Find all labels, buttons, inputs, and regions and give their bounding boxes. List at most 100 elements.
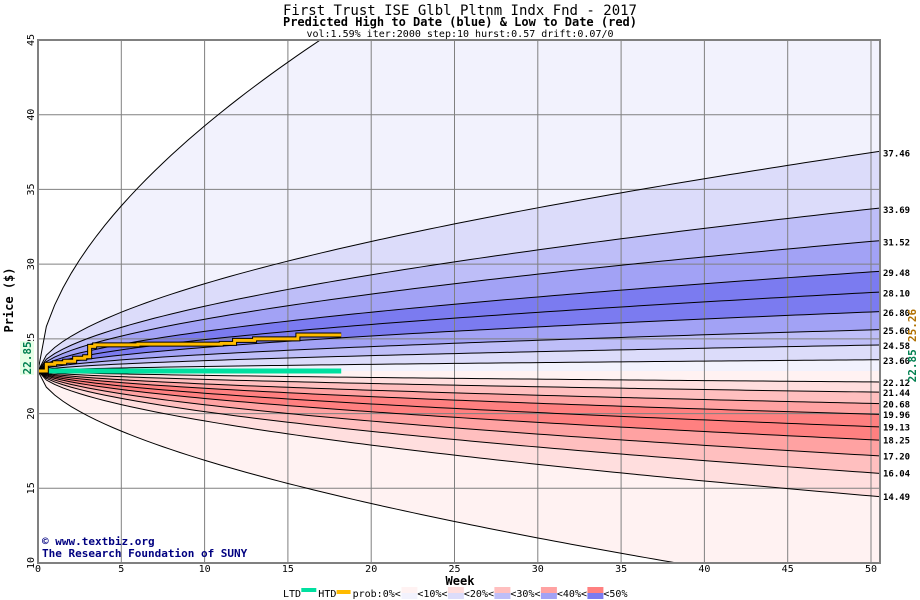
htd-line bbox=[38, 333, 342, 373]
high-band bbox=[38, 208, 880, 371]
x-tick-label: 40 bbox=[698, 564, 710, 575]
end-value-label: 25.60 bbox=[883, 327, 910, 337]
legend-blue-swatch bbox=[494, 593, 511, 599]
end-value-label: 29.48 bbox=[883, 269, 910, 279]
legend-range-label: <10%< bbox=[417, 589, 447, 600]
percentile-curve bbox=[38, 370, 880, 393]
end-value-label: 18.25 bbox=[883, 437, 910, 447]
end-value-label: 33.69 bbox=[883, 206, 910, 216]
legend-prob-label: prob:0%< bbox=[353, 589, 401, 600]
legend-blue-swatch bbox=[447, 593, 464, 599]
percentile-curve bbox=[38, 270, 880, 372]
percentile-curve bbox=[38, 370, 880, 405]
credit-site: © www.textbiz.org bbox=[42, 535, 155, 548]
percentile-curve bbox=[38, 370, 880, 498]
high-band bbox=[38, 292, 880, 371]
low-band bbox=[38, 370, 880, 441]
x-tick-label: 45 bbox=[782, 564, 794, 575]
y-tick-label: 35 bbox=[26, 183, 37, 195]
chart-title: First Trust ISE Glbl Pltnm Indx Fnd - 20… bbox=[283, 3, 637, 19]
legend-blue-swatch bbox=[587, 593, 604, 599]
chart-subtitle: Predicted High to Date (blue) & Low to D… bbox=[283, 15, 637, 29]
y-tick-label: 30 bbox=[26, 258, 37, 270]
high-band bbox=[38, 329, 880, 371]
percentile-curve bbox=[38, 370, 880, 428]
end-value-label: 31.52 bbox=[883, 238, 910, 248]
percentile-curve bbox=[38, 150, 880, 372]
credit-org: The Research Foundation of SUNY bbox=[42, 547, 248, 560]
end-value-label: 37.46 bbox=[883, 150, 910, 160]
legend-ltd-label: LTD bbox=[283, 589, 301, 600]
legend-range-label: <30%< bbox=[510, 589, 540, 600]
legend-htd-label: HTD bbox=[318, 589, 336, 600]
end-value-label: 23.60 bbox=[883, 357, 910, 367]
end-value-label: 19.96 bbox=[883, 411, 910, 421]
high-band bbox=[38, 240, 880, 371]
start-label-bg bbox=[20, 340, 34, 375]
end-value-label: 28.10 bbox=[883, 290, 910, 300]
y-axis-label: Price ($) bbox=[2, 267, 16, 332]
high-band bbox=[38, 40, 880, 371]
legend-htd-swatch bbox=[336, 590, 351, 594]
legend-red-swatch bbox=[587, 587, 604, 593]
x-tick-label: 25 bbox=[448, 564, 460, 575]
high-band bbox=[38, 271, 880, 371]
percentile-curve bbox=[38, 370, 680, 563]
legend-range-label: <40%< bbox=[557, 589, 587, 600]
high-band bbox=[38, 311, 880, 371]
percentile-curve bbox=[38, 40, 322, 372]
x-tick-label: 0 bbox=[35, 564, 41, 575]
end-value-label: 16.04 bbox=[883, 470, 911, 480]
end-value-label: 22.12 bbox=[883, 379, 910, 389]
plot-frame bbox=[37, 39, 881, 564]
percentile-curve bbox=[38, 311, 880, 372]
current-high-label: 25.26 bbox=[906, 308, 919, 341]
y-tick-label: 25 bbox=[26, 333, 37, 345]
low-band bbox=[38, 370, 880, 415]
end-value-label: 17.20 bbox=[883, 452, 910, 462]
x-tick-label: 10 bbox=[199, 564, 211, 575]
low-band bbox=[38, 370, 880, 456]
high-band bbox=[38, 344, 880, 371]
y-tick-label: 20 bbox=[26, 408, 37, 420]
x-tick-label: 20 bbox=[365, 564, 377, 575]
legend-range-label: <50% bbox=[603, 589, 627, 600]
percentile-curve bbox=[38, 370, 880, 441]
end-value-label: 19.13 bbox=[883, 424, 910, 434]
end-value-label: 26.80 bbox=[883, 309, 910, 319]
percentile-curve bbox=[38, 344, 880, 372]
percentile-curve bbox=[38, 370, 880, 474]
y-tick-label: 15 bbox=[26, 482, 37, 494]
y-tick-label: 10 bbox=[26, 557, 37, 569]
percentile-curve bbox=[38, 329, 880, 372]
y-tick-label: 45 bbox=[26, 34, 37, 46]
x-tick-label: 15 bbox=[282, 564, 294, 575]
legend-red-swatch bbox=[540, 587, 557, 593]
chart-params: vol:1.59% iter:2000 step:10 hurst:0.57 d… bbox=[306, 29, 613, 40]
percentile-curve bbox=[38, 240, 880, 372]
x-tick-label: 30 bbox=[532, 564, 544, 575]
low-band bbox=[38, 370, 880, 382]
low-band bbox=[38, 370, 880, 474]
low-band bbox=[38, 370, 880, 563]
legend: LTD HTD prob:0%< <10%< <20%< <30%< <40%< <50% bbox=[283, 587, 627, 600]
percentile-curve bbox=[38, 370, 880, 383]
current-low-label: 22.85 bbox=[906, 349, 919, 382]
x-tick-label: 50 bbox=[865, 564, 877, 575]
end-value-label: 21.44 bbox=[883, 389, 911, 399]
start-price-label: 22.85 bbox=[21, 341, 34, 374]
legend-range-label: <20%< bbox=[464, 589, 494, 600]
percentile-curve bbox=[38, 359, 880, 372]
x-tick-label: 35 bbox=[615, 564, 627, 575]
legend-red-swatch bbox=[447, 587, 464, 593]
end-value-label: 14.49 bbox=[883, 493, 910, 503]
legend-red-swatch bbox=[494, 587, 511, 593]
percentile-curve bbox=[38, 370, 880, 415]
percentile-curve bbox=[38, 370, 880, 457]
high-band bbox=[38, 359, 880, 371]
low-band bbox=[38, 370, 880, 497]
percentile-curve bbox=[38, 207, 880, 372]
end-value-label: 20.68 bbox=[883, 400, 910, 410]
